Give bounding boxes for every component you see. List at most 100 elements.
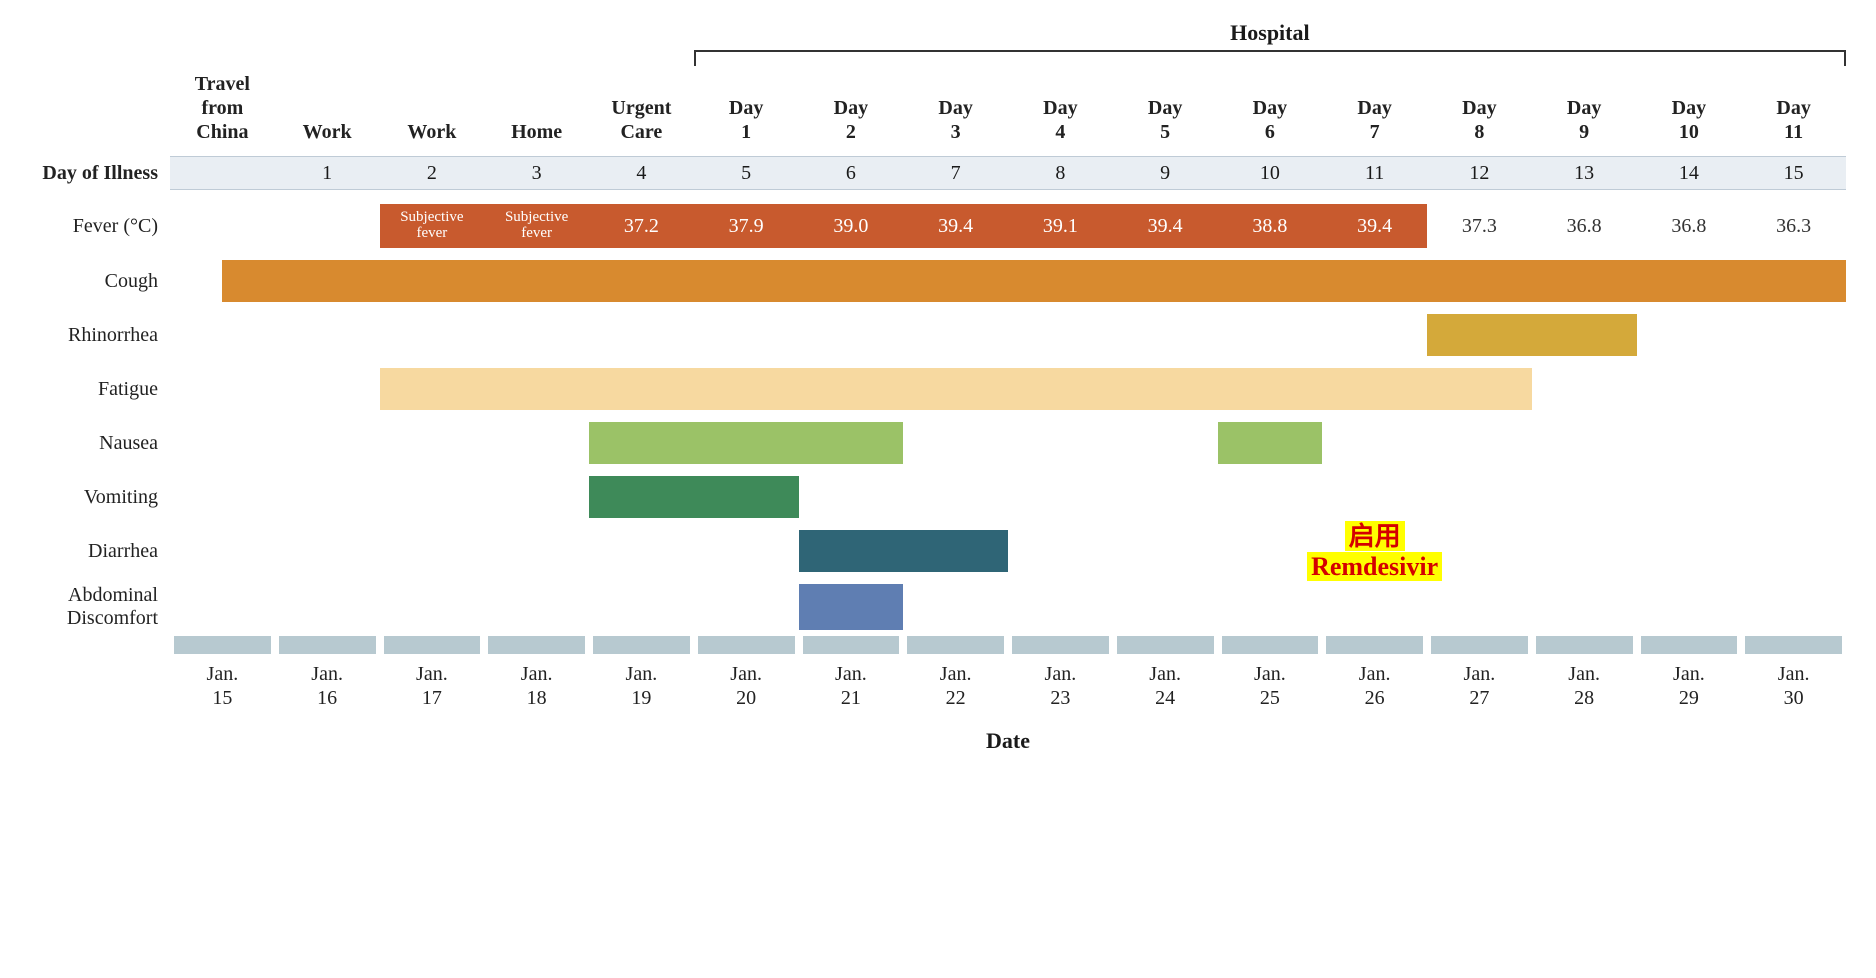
illness-day-cell: 8 bbox=[1008, 157, 1113, 189]
bottom-bar-segment bbox=[279, 636, 376, 654]
fever-row-area: Subjective feverSubjective fever37.237.9… bbox=[170, 204, 1846, 248]
column-header: Day 3 bbox=[903, 92, 1008, 148]
bottom-bar-segment bbox=[907, 636, 1004, 654]
column-header: Day 7 bbox=[1322, 92, 1427, 148]
illness-day-cell: 5 bbox=[694, 157, 799, 189]
fever-value-cell: 39.4 bbox=[1113, 204, 1218, 248]
illness-row-label: Day of Illness bbox=[10, 156, 170, 190]
date-cell: Jan. 27 bbox=[1427, 654, 1532, 710]
illness-day-cell: 6 bbox=[799, 157, 904, 189]
column-header: Travel from China bbox=[170, 68, 275, 148]
date-cell: Jan. 15 bbox=[170, 654, 275, 710]
fever-subjective-cell: Subjective fever bbox=[484, 204, 589, 248]
date-cell: Jan. 17 bbox=[380, 654, 485, 710]
illness-day-cell: 10 bbox=[1218, 157, 1323, 189]
symptom-bar bbox=[589, 422, 903, 464]
illness-day-cell: 3 bbox=[484, 157, 589, 189]
symptom-row-area bbox=[170, 530, 1846, 572]
bottom-bar-segment bbox=[1745, 636, 1842, 654]
illness-day-cell bbox=[170, 157, 275, 189]
date-cell: Jan. 18 bbox=[484, 654, 589, 710]
bottom-bar-segment bbox=[1117, 636, 1214, 654]
fever-value-cell bbox=[170, 204, 275, 248]
symptom-bar bbox=[1427, 314, 1637, 356]
bottom-bar-segment bbox=[698, 636, 795, 654]
column-header: Day 2 bbox=[799, 92, 904, 148]
fever-value-cell: 39.1 bbox=[1008, 204, 1113, 248]
illness-day-cell: 9 bbox=[1113, 157, 1218, 189]
date-cell: Jan. 19 bbox=[589, 654, 694, 710]
date-cell: Jan. 29 bbox=[1637, 654, 1742, 710]
illness-day-cell: 15 bbox=[1741, 157, 1846, 189]
bottom-bar-segment bbox=[174, 636, 271, 654]
bottom-bar-segment bbox=[1641, 636, 1738, 654]
symptom-row-label: Nausea bbox=[10, 422, 170, 464]
symptom-bar bbox=[799, 584, 904, 630]
symptom-bar bbox=[1218, 422, 1323, 464]
fever-value-cell: 37.3 bbox=[1427, 204, 1532, 248]
fever-value-cell: 38.8 bbox=[1218, 204, 1323, 248]
x-axis-label: Date bbox=[170, 710, 1846, 754]
fever-value-cell bbox=[275, 204, 380, 248]
symptom-row-area bbox=[170, 422, 1846, 464]
fever-value-cell: 39.4 bbox=[903, 204, 1008, 248]
column-header: Day 8 bbox=[1427, 92, 1532, 148]
symptom-row-label: Fatigue bbox=[10, 368, 170, 410]
column-header: Urgent Care bbox=[589, 92, 694, 148]
date-cell: Jan. 16 bbox=[275, 654, 380, 710]
illness-day-cell: 2 bbox=[380, 157, 485, 189]
illness-day-cell: 1 bbox=[275, 157, 380, 189]
symptom-row-label: Cough bbox=[10, 260, 170, 302]
illness-day-cell: 7 bbox=[903, 157, 1008, 189]
column-header: Work bbox=[275, 116, 380, 148]
fever-row-label: Fever (°C) bbox=[10, 204, 170, 248]
fever-value-cell: 39.4 bbox=[1322, 204, 1427, 248]
date-cell: Jan. 26 bbox=[1322, 654, 1427, 710]
column-header: Day 9 bbox=[1532, 92, 1637, 148]
column-header: Day 11 bbox=[1741, 92, 1846, 148]
column-header: Home bbox=[484, 116, 589, 148]
bottom-bar-segment bbox=[1222, 636, 1319, 654]
fever-value-cell: 39.0 bbox=[799, 204, 904, 248]
hospital-section-label: Hospital bbox=[694, 20, 1846, 50]
date-cell: Jan. 28 bbox=[1532, 654, 1637, 710]
illness-day-cell: 11 bbox=[1322, 157, 1427, 189]
fever-value-cell: 36.8 bbox=[1532, 204, 1637, 248]
symptom-bar bbox=[799, 530, 1009, 572]
bottom-bar-segment bbox=[803, 636, 900, 654]
symptom-row-area bbox=[170, 368, 1846, 410]
fever-value-cell: 36.3 bbox=[1741, 204, 1846, 248]
symptom-bar bbox=[222, 260, 1846, 302]
illness-row-band: 123456789101112131415 bbox=[170, 156, 1846, 190]
column-header: Work bbox=[380, 116, 485, 148]
symptom-bar bbox=[589, 476, 799, 518]
fever-value-cell: 37.9 bbox=[694, 204, 799, 248]
date-cell: Jan. 20 bbox=[694, 654, 799, 710]
symptom-row-area bbox=[170, 260, 1846, 302]
bottom-bar-segment bbox=[1431, 636, 1528, 654]
date-cell: Jan. 23 bbox=[1008, 654, 1113, 710]
date-cell: Jan. 30 bbox=[1741, 654, 1846, 710]
column-header: Day 4 bbox=[1008, 92, 1113, 148]
fever-value-cell: 36.8 bbox=[1637, 204, 1742, 248]
column-header: Day 1 bbox=[694, 92, 799, 148]
symptom-row-area bbox=[170, 314, 1846, 356]
illness-day-cell: 12 bbox=[1427, 157, 1532, 189]
illness-day-cell: 13 bbox=[1532, 157, 1637, 189]
symptom-row-label: Rhinorrhea bbox=[10, 314, 170, 356]
bottom-bar-segment bbox=[1536, 636, 1633, 654]
bottom-bar-segment bbox=[1012, 636, 1109, 654]
symptom-row-area bbox=[170, 584, 1846, 630]
fever-value-cell: 37.2 bbox=[589, 204, 694, 248]
fever-subjective-cell: Subjective fever bbox=[380, 204, 485, 248]
date-cell: Jan. 21 bbox=[799, 654, 904, 710]
bottom-bar-segment bbox=[488, 636, 585, 654]
hospital-bracket bbox=[694, 50, 1846, 66]
column-header: Day 5 bbox=[1113, 92, 1218, 148]
bottom-bar-segment bbox=[593, 636, 690, 654]
symptom-bar bbox=[380, 368, 1532, 410]
date-cell: Jan. 24 bbox=[1113, 654, 1218, 710]
column-header: Day 6 bbox=[1218, 92, 1323, 148]
illness-day-cell: 14 bbox=[1637, 157, 1742, 189]
date-cell: Jan. 25 bbox=[1218, 654, 1323, 710]
